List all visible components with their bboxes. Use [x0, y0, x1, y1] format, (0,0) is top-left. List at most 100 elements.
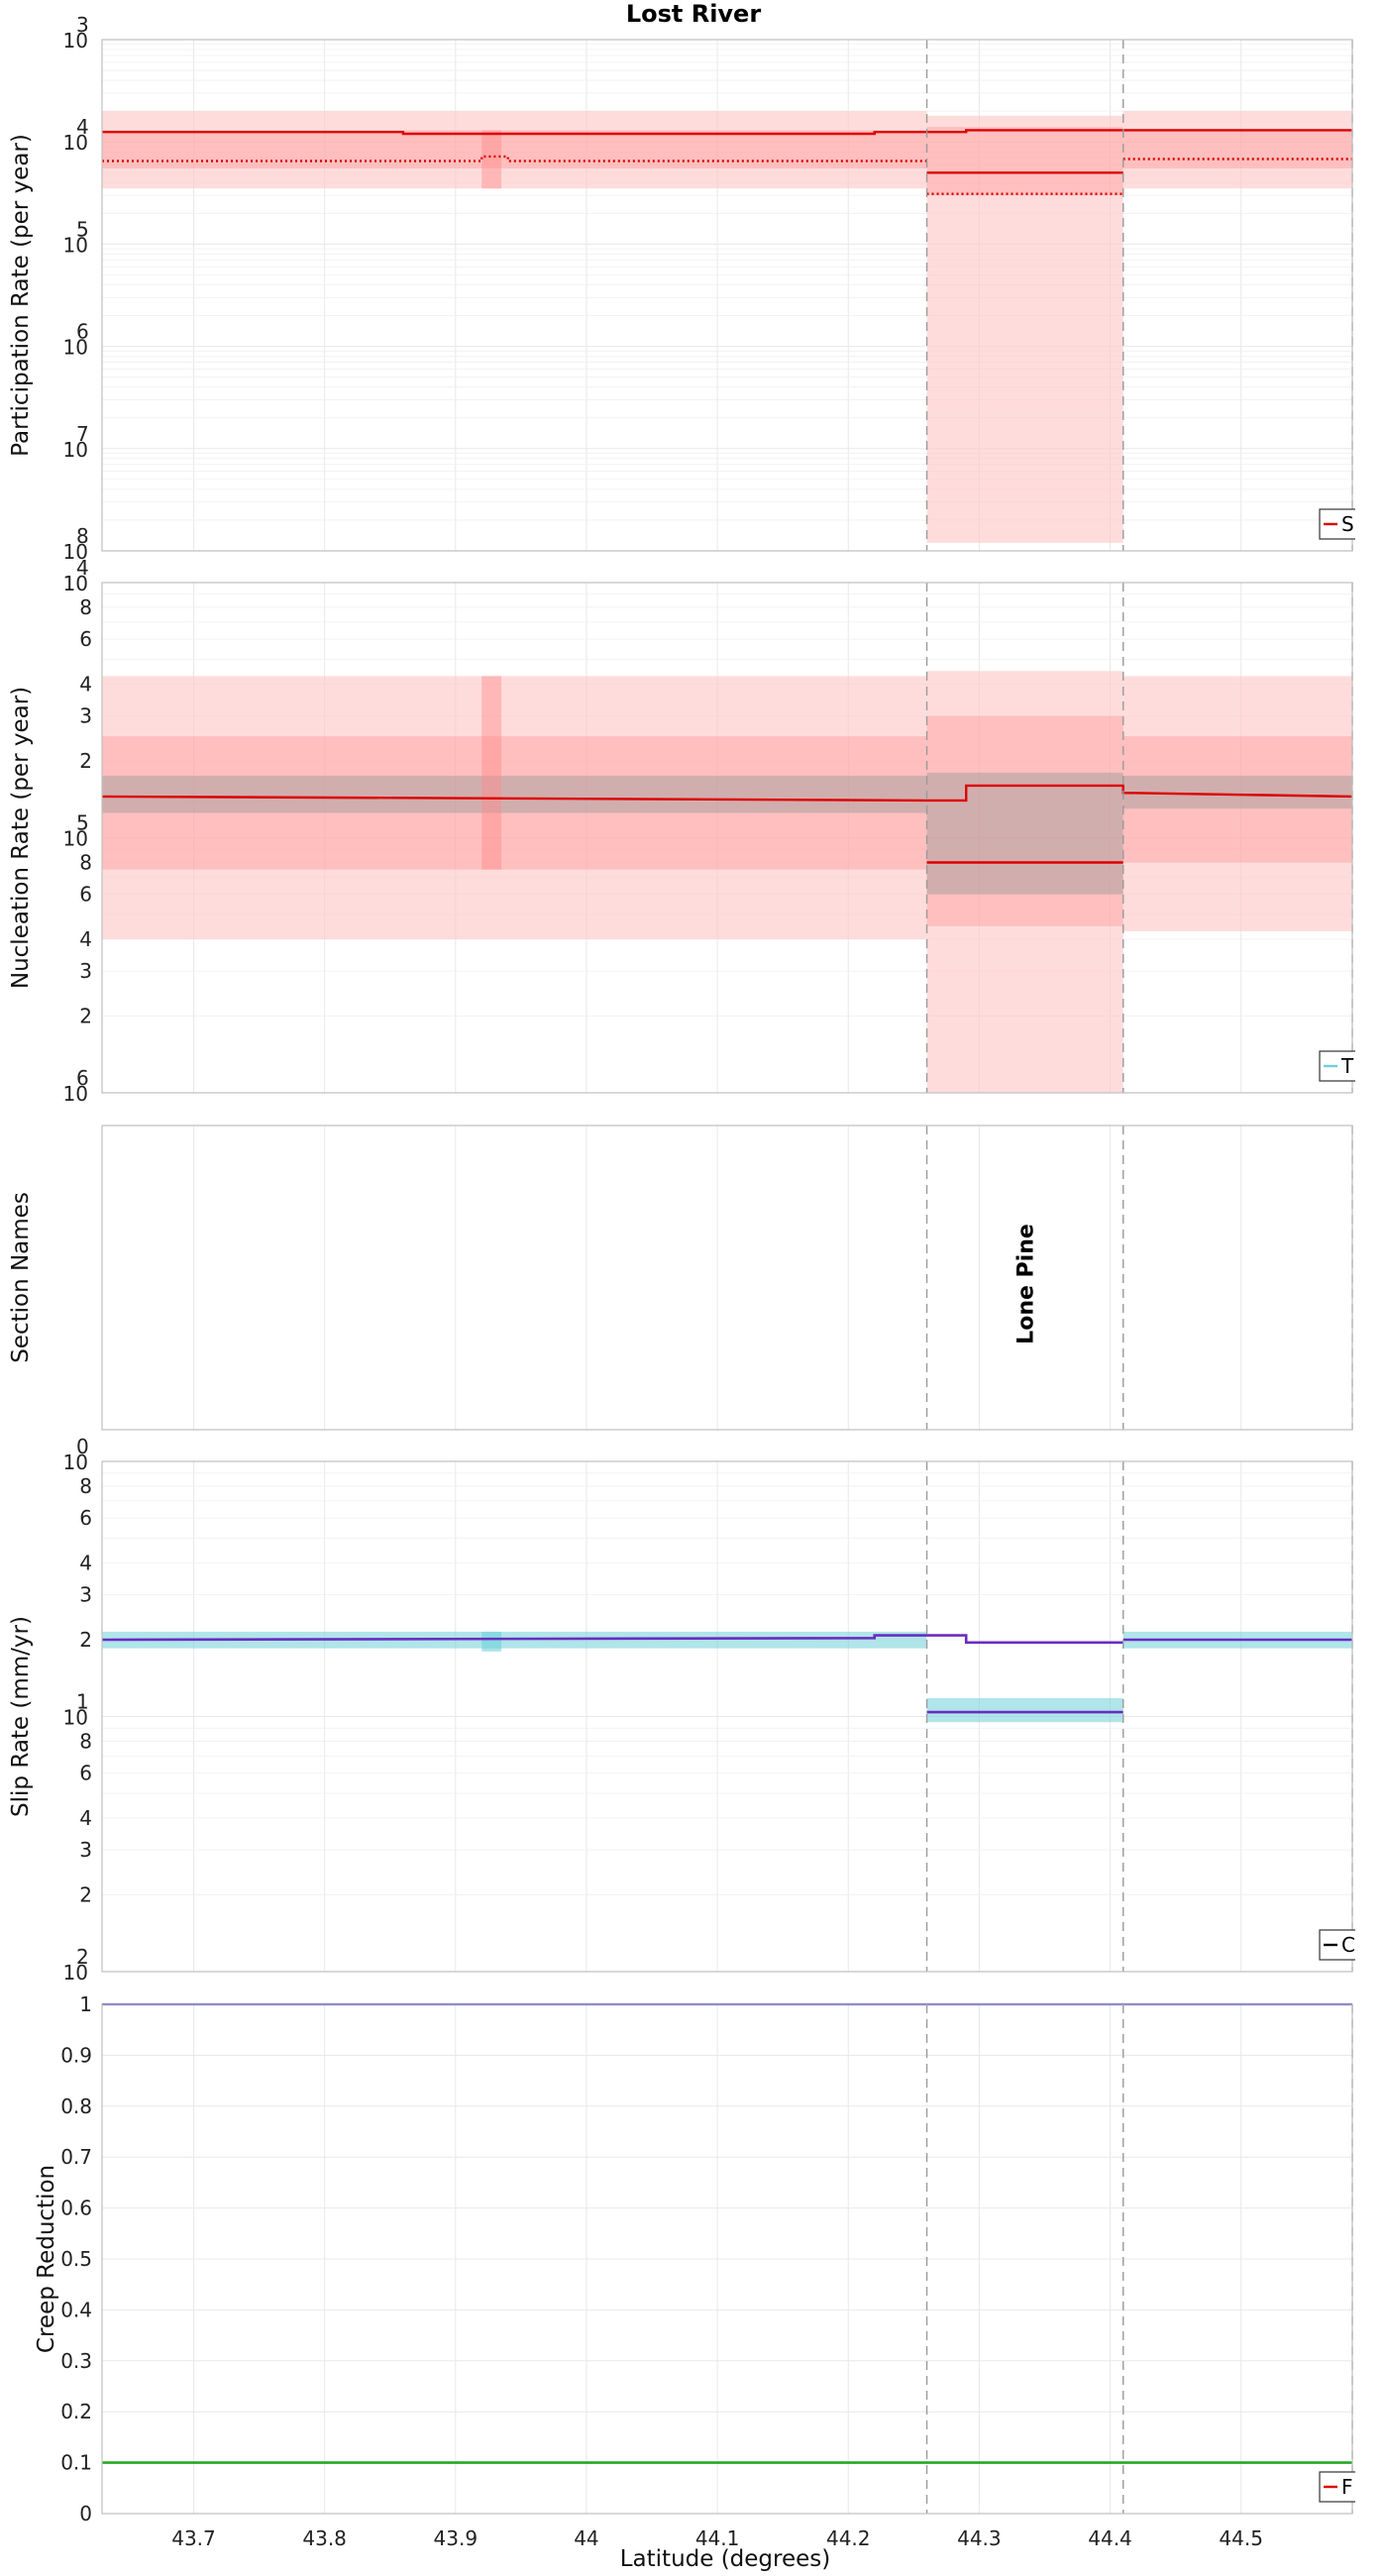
- y-tick-label: 6: [79, 1762, 92, 1785]
- y-tick-label: 10: [63, 233, 88, 257]
- y-tick-label: 10: [63, 1706, 88, 1730]
- y-tick-label: 10: [63, 540, 88, 564]
- y-tick-label: 4: [79, 1806, 92, 1830]
- y-tick-label: 8: [79, 595, 92, 619]
- y-tick-label: 2: [79, 1004, 92, 1027]
- slip-legend-label: C: [1341, 1933, 1355, 1957]
- y-tick-exponent: 6: [76, 1066, 89, 1090]
- slip-ylabel: Slip Rate (mm/yr): [8, 1616, 34, 1817]
- nucleation-band-inner: [1122, 736, 1352, 863]
- participation-band-outer: [1122, 111, 1352, 189]
- y-tick-exponent: 3: [76, 13, 89, 37]
- y-tick-label: 4: [79, 672, 92, 696]
- y-tick-label: 10: [63, 1961, 88, 1985]
- y-tick-label: 0.9: [60, 2043, 92, 2067]
- y-tick-base: 10: [63, 29, 88, 53]
- y-tick-label: 0.8: [60, 2094, 92, 2118]
- y-tick-base: 10: [63, 1082, 88, 1106]
- nucleation-legend-label: T: [1340, 1054, 1354, 1078]
- y-tick-label: 4: [79, 927, 92, 951]
- nucleation-band-gray: [1122, 775, 1352, 809]
- y-tick-label: 10: [63, 1082, 88, 1106]
- participation-band-inner: [1122, 130, 1352, 168]
- slip-band-cyan: [926, 1697, 1123, 1723]
- section-name-label: Lone Pine: [1014, 1224, 1039, 1344]
- y-tick-label: 10: [63, 1450, 88, 1474]
- x-axis-label: Latitude (degrees): [620, 2546, 831, 2572]
- creep-ylabel: Creep Reduction: [34, 2165, 59, 2353]
- y-tick-label: 0.4: [60, 2298, 92, 2321]
- participation-band-strip: [481, 130, 502, 189]
- y-tick-exponent: 2: [76, 1945, 89, 1969]
- participation-ylabel: Participation Rate (per year): [8, 134, 34, 457]
- y-tick-label: 1: [79, 1992, 92, 2016]
- y-tick-label: 6: [79, 627, 92, 651]
- sections-panel: Section Names Lone Pine: [8, 1125, 1353, 1431]
- x-tick-label: 44.4: [1088, 2526, 1132, 2550]
- y-tick-base: 10: [63, 131, 88, 155]
- participation-legend-label: S: [1341, 512, 1354, 536]
- participation-band-outer: [926, 115, 1123, 543]
- y-tick-label: 4: [79, 1551, 92, 1574]
- y-tick-label: 3: [79, 959, 92, 983]
- creep-frame: [101, 2003, 1353, 2515]
- nucleation-band-outer: [102, 676, 927, 939]
- participation-series-line: [102, 129, 1352, 136]
- chart-title: Lost River: [626, 0, 762, 28]
- nucleation-band-inner: [926, 715, 1123, 926]
- y-tick-label: 10: [63, 572, 88, 595]
- nucleation-band-inner: [102, 736, 927, 870]
- right-margin: [1355, 0, 1387, 2576]
- participation-frame: [101, 39, 1353, 552]
- y-tick-label: 0.3: [60, 2349, 92, 2373]
- y-tick-exponent: 0: [76, 1435, 89, 1458]
- creep-legend-label: F: [1341, 2475, 1353, 2499]
- slip-frame: [101, 1460, 1353, 1973]
- y-tick-label: 3: [79, 1583, 92, 1607]
- y-tick-label: 8: [79, 850, 92, 874]
- y-tick-exponent: 5: [76, 811, 89, 835]
- participation-band-inner: [102, 130, 927, 168]
- participation-band-outer: [102, 111, 927, 189]
- nucleation-band-outer: [1122, 676, 1352, 931]
- y-tick-label: 0.6: [60, 2197, 92, 2220]
- creep-panel: 1 0.9 0.8 0.7 0.6 0.5 0.4 0.3 0.2 0.1 0 Creep Reduc…: [34, 1992, 1370, 2550]
- x-tick-label: 44.2: [826, 2526, 871, 2550]
- y-tick-base: 10: [63, 438, 88, 462]
- y-tick-base: 10: [63, 336, 88, 360]
- sections-frame: [101, 1125, 1353, 1431]
- y-tick-exponent: 4: [76, 556, 89, 580]
- nucleation-band-strip: [481, 676, 502, 870]
- y-tick-label: 10: [63, 438, 88, 462]
- participation-series-line: [102, 155, 927, 162]
- y-tick-label: 3: [79, 1838, 92, 1862]
- y-tick-label: 3: [79, 704, 92, 728]
- y-tick-exponent: 5: [76, 217, 89, 241]
- y-tick-base: 10: [63, 827, 88, 851]
- y-tick-base: 10: [63, 1706, 88, 1730]
- y-tick-base: 10: [63, 540, 88, 564]
- slip-band-cyanstrip: [481, 1631, 502, 1652]
- y-tick-label: 10: [63, 131, 88, 155]
- slip-series-line: [926, 1634, 1123, 1645]
- y-tick-base: 10: [63, 233, 88, 257]
- y-tick-label: 10: [63, 29, 88, 53]
- nucleation-band-outer: [926, 671, 1123, 1093]
- y-tick-label: 2: [79, 1882, 92, 1906]
- y-tick-label: 0.5: [60, 2247, 92, 2271]
- y-tick-exponent: 1: [76, 1690, 89, 1714]
- y-tick-base: 10: [63, 1450, 88, 1474]
- x-tick-label: 43.8: [302, 2526, 347, 2550]
- x-tick-label: 44.5: [1219, 2526, 1263, 2550]
- slip-series-line: [101, 1634, 927, 1642]
- y-tick-label: 0: [79, 2502, 92, 2525]
- nucleation-frame: [101, 582, 1353, 1094]
- x-tick-label: 44.3: [957, 2526, 1002, 2550]
- y-tick-exponent: 8: [76, 524, 89, 548]
- y-tick-label: 10: [63, 827, 88, 851]
